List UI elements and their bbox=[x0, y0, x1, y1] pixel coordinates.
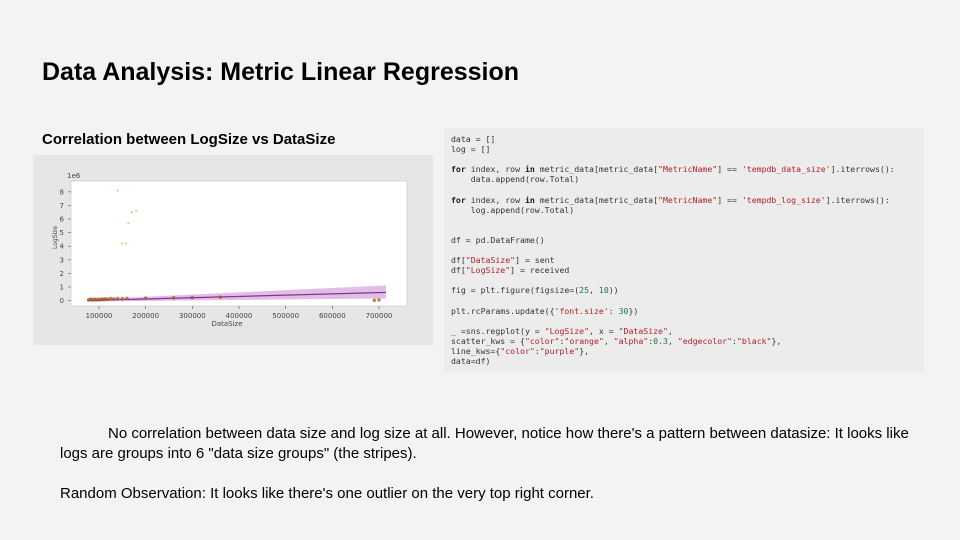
x-tick-label: 200000 bbox=[132, 312, 159, 320]
x-tick-label: 100000 bbox=[86, 312, 113, 320]
chart-panel: 1e6 0 1 2 3 4 5 6 7 8 100000 200000 300000 400000 5000… bbox=[33, 155, 433, 345]
code-line: line_kws={"color":"purple"}, bbox=[451, 345, 590, 356]
scatter-point bbox=[112, 297, 116, 301]
code-panel: data = [] log = [] for index, row in met… bbox=[444, 128, 924, 372]
code-line: fig = plt.figure(figsize=(25, 10)) bbox=[451, 285, 619, 296]
code-line: plt.rcParams.update({'font.size': 30}) bbox=[451, 305, 639, 316]
scatter-point bbox=[105, 297, 110, 302]
code-line: df = pd.DataFrame() bbox=[451, 234, 545, 245]
y-tick-label: 6 bbox=[60, 216, 65, 224]
scatter-point bbox=[377, 298, 381, 302]
scatter-point bbox=[115, 296, 120, 301]
y-multiplier-label: 1e6 bbox=[67, 172, 81, 180]
code-line: scatter_kws = {"color":"orange", "alpha"… bbox=[451, 335, 782, 346]
code-line: log = [] bbox=[451, 144, 491, 155]
x-axis-label: DataSize bbox=[211, 320, 242, 328]
y-tick-label: 3 bbox=[60, 256, 64, 264]
x-tick-label: 500000 bbox=[272, 312, 299, 320]
code-line: log.append(row.Total) bbox=[451, 204, 575, 215]
code-line: for index, row in metric_data[metric_dat… bbox=[451, 164, 895, 175]
x-tick-label: 400000 bbox=[226, 312, 253, 320]
scatter-point bbox=[121, 242, 124, 245]
regression-scatter-chart: 1e6 0 1 2 3 4 5 6 7 8 100000 200000 300000 400000 5000… bbox=[52, 172, 408, 328]
scatter-point bbox=[127, 222, 130, 225]
code-line: df["DataSize"] = sent bbox=[451, 255, 555, 266]
y-tick-label: 4 bbox=[60, 243, 65, 251]
code-line: _ =sns.regplot(y = "LogSize", x = "DataS… bbox=[451, 325, 673, 336]
code-line: data.append(row.Total) bbox=[451, 174, 580, 185]
scatter-point bbox=[190, 295, 195, 300]
x-tick-label: 600000 bbox=[319, 312, 346, 320]
x-tick-label: 700000 bbox=[366, 312, 393, 320]
y-tick-label: 2 bbox=[60, 270, 64, 278]
y-axis-label: LogSize bbox=[52, 226, 59, 249]
y-tick-label: 0 bbox=[60, 297, 64, 305]
code-line: for index, row in metric_data[metric_dat… bbox=[451, 194, 890, 205]
scatter-point bbox=[372, 298, 377, 303]
code-line: data = [] bbox=[451, 134, 496, 144]
code-block: data = [] log = [] for index, row in met… bbox=[444, 128, 924, 366]
scatter-point bbox=[171, 296, 176, 300]
y-tick-label: 8 bbox=[60, 188, 64, 196]
scatter-point bbox=[135, 209, 138, 212]
code-line: data=df) bbox=[451, 356, 491, 367]
observation-paragraph: No correlation between data size and log… bbox=[60, 425, 909, 462]
y-tick-label: 1 bbox=[60, 283, 64, 291]
body-text: No correlation between data size and log… bbox=[60, 424, 910, 504]
scatter-point bbox=[108, 296, 113, 301]
y-tick-label: 7 bbox=[60, 202, 64, 210]
scatter-point bbox=[143, 296, 148, 300]
regression-line bbox=[87, 291, 387, 302]
outlier-paragraph: Random Observation: It looks like there'… bbox=[60, 485, 594, 502]
y-tick-label: 5 bbox=[60, 229, 64, 237]
code-line: df["LogSize"] = received bbox=[451, 265, 570, 276]
slide-title: Data Analysis: Metric Linear Regression bbox=[42, 58, 520, 86]
regression-confidence-band bbox=[87, 285, 387, 302]
scatter-point bbox=[125, 296, 129, 301]
chart-heading: Correlation between LogSize vs DataSize bbox=[42, 131, 336, 148]
scatter-point bbox=[120, 296, 125, 301]
scatter-point bbox=[116, 189, 119, 192]
x-tick-label: 300000 bbox=[179, 312, 206, 320]
scatter-point bbox=[124, 242, 128, 245]
scatter-point bbox=[218, 295, 223, 299]
scatter-point bbox=[130, 211, 133, 214]
